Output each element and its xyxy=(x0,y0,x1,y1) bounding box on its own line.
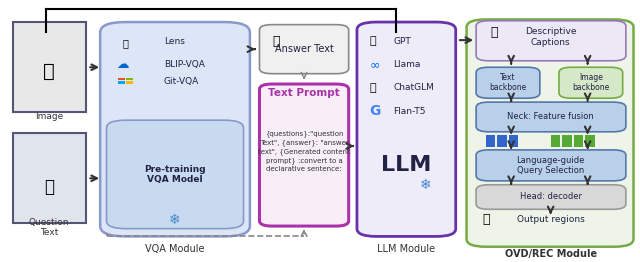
Text: 📄: 📄 xyxy=(44,178,54,196)
Text: 🌐: 🌐 xyxy=(370,83,376,93)
Text: 🤖: 🤖 xyxy=(370,36,376,46)
Bar xyxy=(13,22,86,112)
Text: 🏝: 🏝 xyxy=(44,62,55,81)
FancyBboxPatch shape xyxy=(476,21,626,61)
FancyBboxPatch shape xyxy=(106,120,244,229)
Bar xyxy=(118,81,125,84)
Text: Language-guide
Query Selection: Language-guide Query Selection xyxy=(516,156,585,175)
Bar xyxy=(573,135,583,147)
Text: OVD/REC Module: OVD/REC Module xyxy=(504,249,596,259)
FancyBboxPatch shape xyxy=(476,102,626,132)
FancyBboxPatch shape xyxy=(559,67,623,98)
Text: 🔍: 🔍 xyxy=(123,38,129,48)
Text: Image
backbone: Image backbone xyxy=(572,73,609,92)
Text: LLM: LLM xyxy=(381,155,431,175)
Text: Git-VQA: Git-VQA xyxy=(164,78,199,86)
Bar xyxy=(13,133,86,223)
Text: 🏅: 🏅 xyxy=(483,213,490,226)
Bar xyxy=(509,135,518,147)
Text: Pre-training
VQA Model: Pre-training VQA Model xyxy=(144,165,206,184)
FancyBboxPatch shape xyxy=(476,67,540,98)
Text: ☁: ☁ xyxy=(116,58,129,71)
Bar xyxy=(497,135,507,147)
Text: ∞: ∞ xyxy=(370,58,380,71)
Text: 📄: 📄 xyxy=(491,26,499,39)
FancyBboxPatch shape xyxy=(476,185,626,209)
Text: ChatGLM: ChatGLM xyxy=(394,83,434,92)
FancyBboxPatch shape xyxy=(100,22,250,236)
FancyBboxPatch shape xyxy=(357,22,456,236)
Text: Image: Image xyxy=(35,112,63,121)
Bar xyxy=(126,81,133,84)
Text: Flan-T5: Flan-T5 xyxy=(394,107,426,116)
Text: Question
Text: Question Text xyxy=(29,218,69,237)
Text: Lens: Lens xyxy=(164,37,185,46)
Text: ❄: ❄ xyxy=(419,178,431,192)
Bar xyxy=(562,135,572,147)
Text: ❄: ❄ xyxy=(169,213,181,227)
Bar xyxy=(118,78,125,80)
Bar xyxy=(486,135,495,147)
Text: LLM Module: LLM Module xyxy=(377,244,435,254)
FancyBboxPatch shape xyxy=(467,19,634,247)
Bar xyxy=(585,135,595,147)
Text: Text
backbone: Text backbone xyxy=(490,73,527,92)
Text: Head: decoder: Head: decoder xyxy=(520,192,582,201)
Text: Output regions: Output regions xyxy=(516,215,584,224)
FancyBboxPatch shape xyxy=(259,25,349,74)
Bar xyxy=(550,135,560,147)
Text: Text Prompt: Text Prompt xyxy=(268,88,340,98)
Text: Answer Text: Answer Text xyxy=(275,44,333,54)
Text: G: G xyxy=(370,104,381,118)
Text: GPT: GPT xyxy=(394,37,411,46)
Text: Llama: Llama xyxy=(394,60,420,69)
Text: VQA Module: VQA Module xyxy=(145,244,205,254)
Text: Neck: Feature fusion: Neck: Feature fusion xyxy=(508,112,594,121)
FancyBboxPatch shape xyxy=(259,84,349,226)
Text: BLIP-VQA: BLIP-VQA xyxy=(164,60,205,69)
Bar xyxy=(126,78,133,80)
Text: {questions}:"question
Text", {answer}: "answer
text", {Generated content
prompt}: {questions}:"question Text", {answer}: "… xyxy=(258,131,350,172)
Text: Descriptive
Captions: Descriptive Captions xyxy=(525,27,577,47)
FancyBboxPatch shape xyxy=(476,150,626,181)
Text: 📄: 📄 xyxy=(272,35,280,48)
